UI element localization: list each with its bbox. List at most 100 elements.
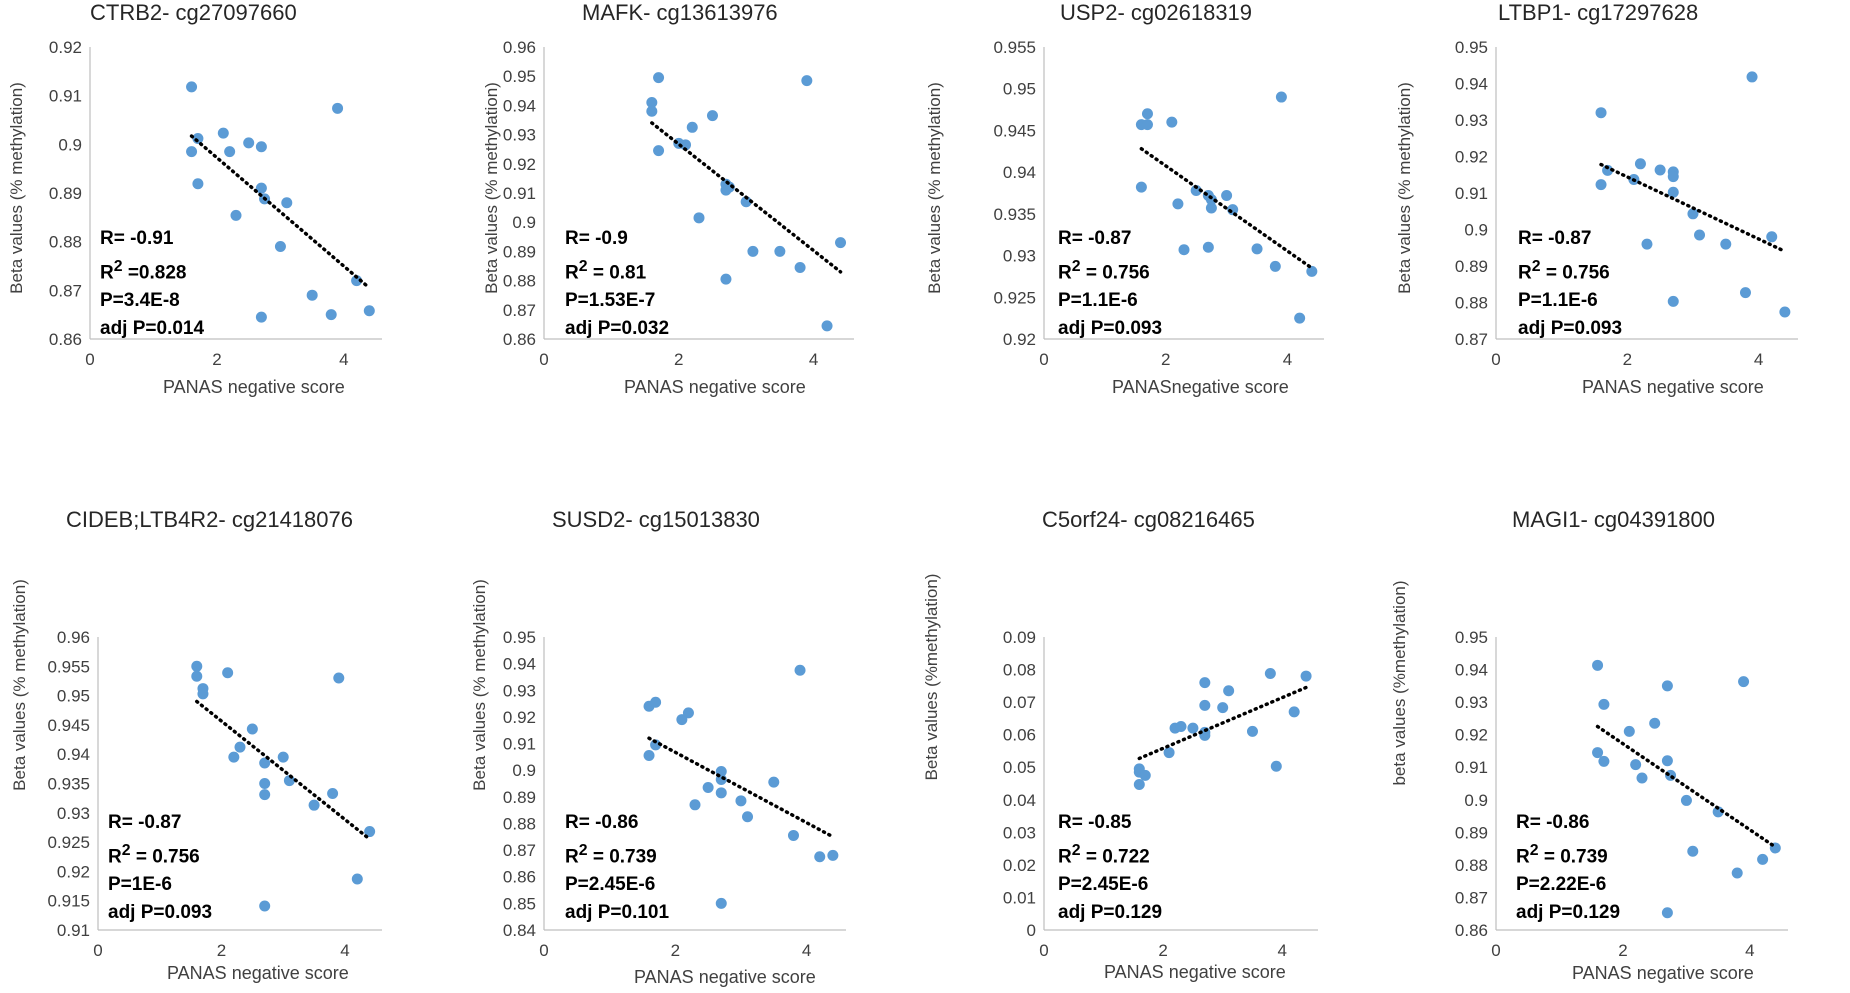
- y-tick-label: 0.86: [503, 330, 536, 349]
- y-tick-label: 0.91: [57, 921, 90, 940]
- data-point: [693, 212, 705, 224]
- data-point: [747, 245, 759, 257]
- data-point: [1731, 867, 1743, 879]
- data-point: [1598, 698, 1610, 710]
- y-tick-label: 0.93: [503, 126, 536, 145]
- scatter-panel-susd2: SUSD2- cg15013830 0.84 0.85 0.86 0.87 0.88 0.…: [462, 497, 924, 993]
- data-point: [255, 141, 267, 153]
- data-point: [702, 781, 714, 793]
- chart-plot: 0.92 0.925 0.93 0.935 0.94 0.945 0.95 0.955 0 2 4: [993, 38, 1324, 369]
- y-tick-label: 0.84: [503, 921, 536, 940]
- y-tick-label: 0.955: [47, 657, 90, 676]
- y-tick-label: 0.04: [1003, 791, 1036, 810]
- x-tick-label: 0: [1491, 941, 1500, 960]
- x-axis-label: PANAS negative score: [1104, 962, 1286, 982]
- x-tick-label: 0: [1491, 350, 1500, 369]
- stat-adj-p: adj P=0.129: [1058, 902, 1163, 924]
- data-point: [1269, 260, 1281, 272]
- y-tick-label: 0.92: [503, 708, 536, 727]
- data-point: [308, 799, 320, 811]
- scatter-panel-c5orf24: C5orf24- cg08216465 0 0.01 0.02 0.03 0.04 0.0…: [922, 497, 1386, 993]
- data-point: [1217, 702, 1229, 714]
- x-tick-label: 2: [1623, 350, 1632, 369]
- stat-p: P=1.1E-6: [1058, 290, 1138, 312]
- data-point: [234, 741, 246, 753]
- y-tick-label: 0.88: [1455, 294, 1488, 313]
- data-point: [1221, 190, 1233, 202]
- stat-p: P=2.22E-6: [1516, 874, 1607, 896]
- data-point: [1205, 202, 1217, 214]
- stats-box: R= -0.86 R2 = 0.739 P=2.45E-6 adj P=0.10…: [565, 809, 669, 927]
- data-point: [327, 787, 339, 799]
- stat-p: P=2.45E-6: [1058, 874, 1149, 896]
- x-tick-label: 0: [1039, 350, 1048, 369]
- data-point: [1592, 747, 1604, 759]
- scatter-panel-mafk: MAFK- cg13613976 0.86 0.87 0.88 0.89 0.9 0.91…: [462, 0, 924, 496]
- data-point: [1246, 725, 1258, 737]
- data-point: [1779, 306, 1791, 318]
- data-point: [742, 811, 754, 823]
- data-point: [1199, 677, 1211, 689]
- x-axis-label: PANAS negative score: [1572, 963, 1754, 983]
- y-tick-label: 0.945: [993, 121, 1036, 140]
- data-point: [646, 96, 658, 108]
- trendline: [650, 121, 843, 274]
- data-point: [259, 789, 271, 801]
- y-axis-label: Beta values (% methylation): [1395, 82, 1414, 294]
- stat-r-squared: R2 = 0.756: [108, 842, 200, 868]
- x-tick-label: 2: [674, 350, 683, 369]
- data-point: [768, 776, 780, 788]
- x-axis-label: PANAS negative score: [1582, 377, 1764, 397]
- y-tick-label: 0.01: [1003, 888, 1036, 907]
- data-point: [682, 707, 694, 719]
- data-point: [1294, 312, 1306, 324]
- chart-title: CTRB2- cg27097660: [90, 0, 297, 25]
- data-point: [1667, 171, 1679, 183]
- trendline: [1137, 685, 1308, 761]
- y-tick-label: 0.94: [503, 655, 536, 674]
- y-tick-label: 0.9: [1464, 221, 1488, 240]
- data-point: [259, 778, 271, 789]
- data-point: [1141, 108, 1153, 120]
- stat-adj-p: adj P=0.093: [1058, 318, 1163, 340]
- data-point: [1163, 747, 1175, 759]
- data-point: [192, 132, 204, 144]
- data-point: [1223, 685, 1235, 697]
- data-point: [246, 723, 258, 735]
- x-axis-label: PANAS negative score: [167, 963, 349, 983]
- stats-box: R= -0.87 R2 = 0.756 P=1.1E-6 adj P=0.093: [1058, 225, 1162, 343]
- y-tick-label: 0.86: [1455, 921, 1488, 940]
- chart-plot: 0 0.01 0.02 0.03 0.04 0.05 0.06 0.07 0.08 0.09 0 2 4: [1003, 628, 1318, 960]
- data-point: [228, 751, 240, 763]
- stat-r-squared: R2 = 0.739: [1516, 842, 1608, 868]
- y-tick-label: 0.93: [1003, 247, 1036, 266]
- data-point: [1649, 717, 1661, 729]
- y-tick-label: 0.92: [1455, 726, 1488, 745]
- y-tick-label: 0.96: [57, 628, 90, 647]
- y-tick-label: 0.91: [503, 735, 536, 754]
- stats-box: R= -0.9 R2 = 0.81 P=1.53E-7 adj P=0.032: [565, 225, 669, 343]
- x-axis-label: PANAS negative score: [163, 377, 345, 397]
- data-point: [1190, 184, 1202, 196]
- data-point: [1654, 164, 1666, 176]
- data-point: [646, 105, 658, 117]
- chart-title: C5orf24- cg08216465: [1042, 507, 1255, 532]
- data-point: [653, 72, 665, 84]
- x-tick-label: 0: [1039, 941, 1048, 960]
- stat-r: R= -0.91: [100, 228, 174, 249]
- trendline: [1599, 162, 1787, 254]
- y-tick-label: 0.86: [49, 330, 82, 349]
- data-point: [1712, 806, 1724, 818]
- data-point: [1636, 772, 1648, 784]
- x-tick-label: 4: [340, 941, 349, 960]
- data-point: [1264, 667, 1276, 679]
- stat-p: P=1E-6: [108, 874, 172, 896]
- scatter-panel-ltbp1: LTBP1- cg17297628 0.87 0.88 0.89 0.9 0.91 0.9…: [1386, 0, 1848, 496]
- data-point: [827, 849, 839, 861]
- data-point: [706, 110, 718, 122]
- data-point: [1275, 91, 1287, 103]
- y-tick-label: 0.95: [1003, 80, 1036, 99]
- data-point: [259, 757, 271, 769]
- scatter-panel-magi1: MAGI1- cg04391800 0.86 0.87 0.88 0.89 0.9 0.9…: [1386, 497, 1848, 993]
- y-tick-label: 0.9: [512, 761, 536, 780]
